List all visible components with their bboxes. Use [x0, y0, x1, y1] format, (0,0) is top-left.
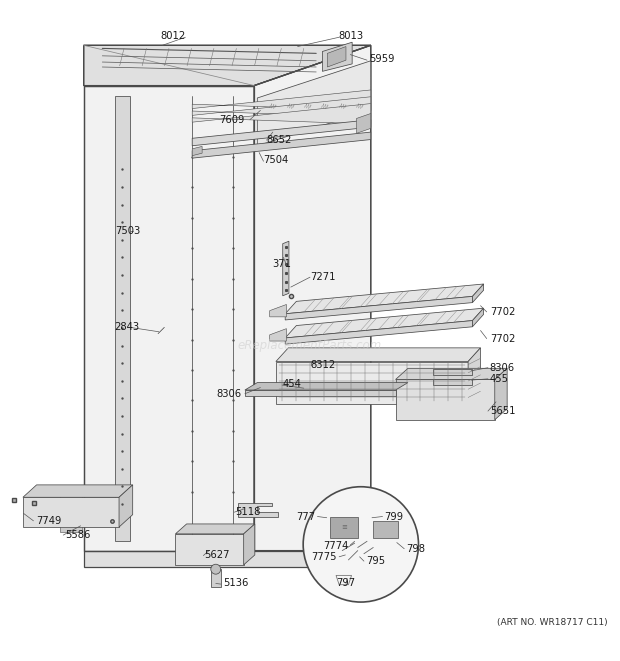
Polygon shape	[472, 308, 484, 327]
Text: ≡: ≡	[341, 525, 347, 531]
Text: 799: 799	[384, 512, 404, 522]
Polygon shape	[175, 534, 244, 565]
Text: 7702: 7702	[490, 307, 515, 317]
Text: 5959: 5959	[369, 54, 394, 64]
Polygon shape	[270, 305, 286, 317]
Text: ///: ///	[339, 103, 346, 110]
Text: 2843: 2843	[115, 323, 140, 332]
Polygon shape	[468, 348, 481, 404]
Polygon shape	[396, 368, 507, 379]
Polygon shape	[330, 516, 358, 538]
Text: 8306: 8306	[216, 389, 242, 399]
Polygon shape	[396, 379, 495, 420]
Circle shape	[211, 564, 221, 574]
Polygon shape	[192, 104, 371, 124]
Text: 8012: 8012	[161, 31, 186, 41]
Text: 7503: 7503	[115, 226, 140, 236]
Polygon shape	[257, 61, 371, 145]
Text: 8306: 8306	[490, 363, 515, 373]
Polygon shape	[115, 96, 130, 541]
Polygon shape	[192, 146, 202, 155]
Polygon shape	[285, 284, 484, 314]
Text: 7774: 7774	[323, 541, 348, 551]
Polygon shape	[244, 524, 255, 565]
Text: ///: ///	[356, 103, 363, 110]
Text: 5136: 5136	[223, 578, 249, 588]
Text: 795: 795	[366, 556, 385, 566]
Polygon shape	[322, 42, 352, 71]
Polygon shape	[245, 390, 396, 395]
Polygon shape	[84, 551, 371, 567]
Text: 7609: 7609	[219, 115, 245, 125]
Polygon shape	[60, 527, 82, 532]
Polygon shape	[192, 97, 371, 117]
Polygon shape	[192, 120, 371, 145]
Text: (ART NO. WR18717 C11): (ART NO. WR18717 C11)	[497, 618, 608, 627]
Text: 8652: 8652	[267, 135, 292, 145]
Text: 7775: 7775	[311, 552, 337, 562]
Polygon shape	[23, 497, 119, 527]
Text: 5627: 5627	[205, 550, 230, 560]
Polygon shape	[175, 524, 255, 534]
Polygon shape	[119, 485, 133, 527]
Polygon shape	[285, 296, 472, 320]
Bar	[211, 569, 221, 586]
Polygon shape	[327, 46, 346, 67]
Polygon shape	[356, 114, 371, 134]
Text: 7702: 7702	[490, 334, 515, 344]
Polygon shape	[495, 368, 507, 420]
Text: 5118: 5118	[236, 506, 261, 516]
Text: ///: ///	[269, 103, 277, 110]
Polygon shape	[270, 329, 286, 341]
Text: 5651: 5651	[490, 406, 515, 416]
Text: 7749: 7749	[36, 516, 61, 526]
Text: ///: ///	[286, 103, 294, 110]
Text: 8312: 8312	[310, 360, 335, 369]
Text: 7504: 7504	[264, 155, 289, 165]
Polygon shape	[84, 86, 254, 551]
Text: ///: ///	[304, 103, 311, 110]
Polygon shape	[238, 503, 278, 516]
Polygon shape	[192, 90, 371, 110]
Circle shape	[303, 486, 419, 602]
Text: 454: 454	[282, 379, 301, 389]
Text: 8013: 8013	[338, 31, 363, 41]
Polygon shape	[23, 485, 133, 497]
Polygon shape	[433, 369, 472, 375]
Polygon shape	[285, 308, 484, 338]
Polygon shape	[283, 241, 289, 295]
Polygon shape	[285, 321, 472, 344]
Text: 455: 455	[490, 374, 509, 384]
Polygon shape	[472, 284, 484, 303]
Polygon shape	[276, 362, 468, 404]
Text: 797: 797	[337, 578, 355, 588]
Text: 777: 777	[296, 512, 315, 522]
Polygon shape	[433, 379, 472, 385]
Text: 798: 798	[406, 544, 425, 554]
Polygon shape	[84, 46, 371, 86]
Text: eReplacementParts.com: eReplacementParts.com	[238, 340, 382, 352]
Text: 5586: 5586	[65, 530, 91, 540]
Text: 7271: 7271	[310, 272, 335, 282]
Text: 371: 371	[272, 259, 291, 269]
Polygon shape	[276, 348, 480, 362]
Polygon shape	[373, 521, 398, 538]
Text: ///: ///	[321, 103, 329, 110]
Polygon shape	[245, 383, 408, 390]
Polygon shape	[254, 46, 371, 551]
Polygon shape	[192, 132, 371, 158]
